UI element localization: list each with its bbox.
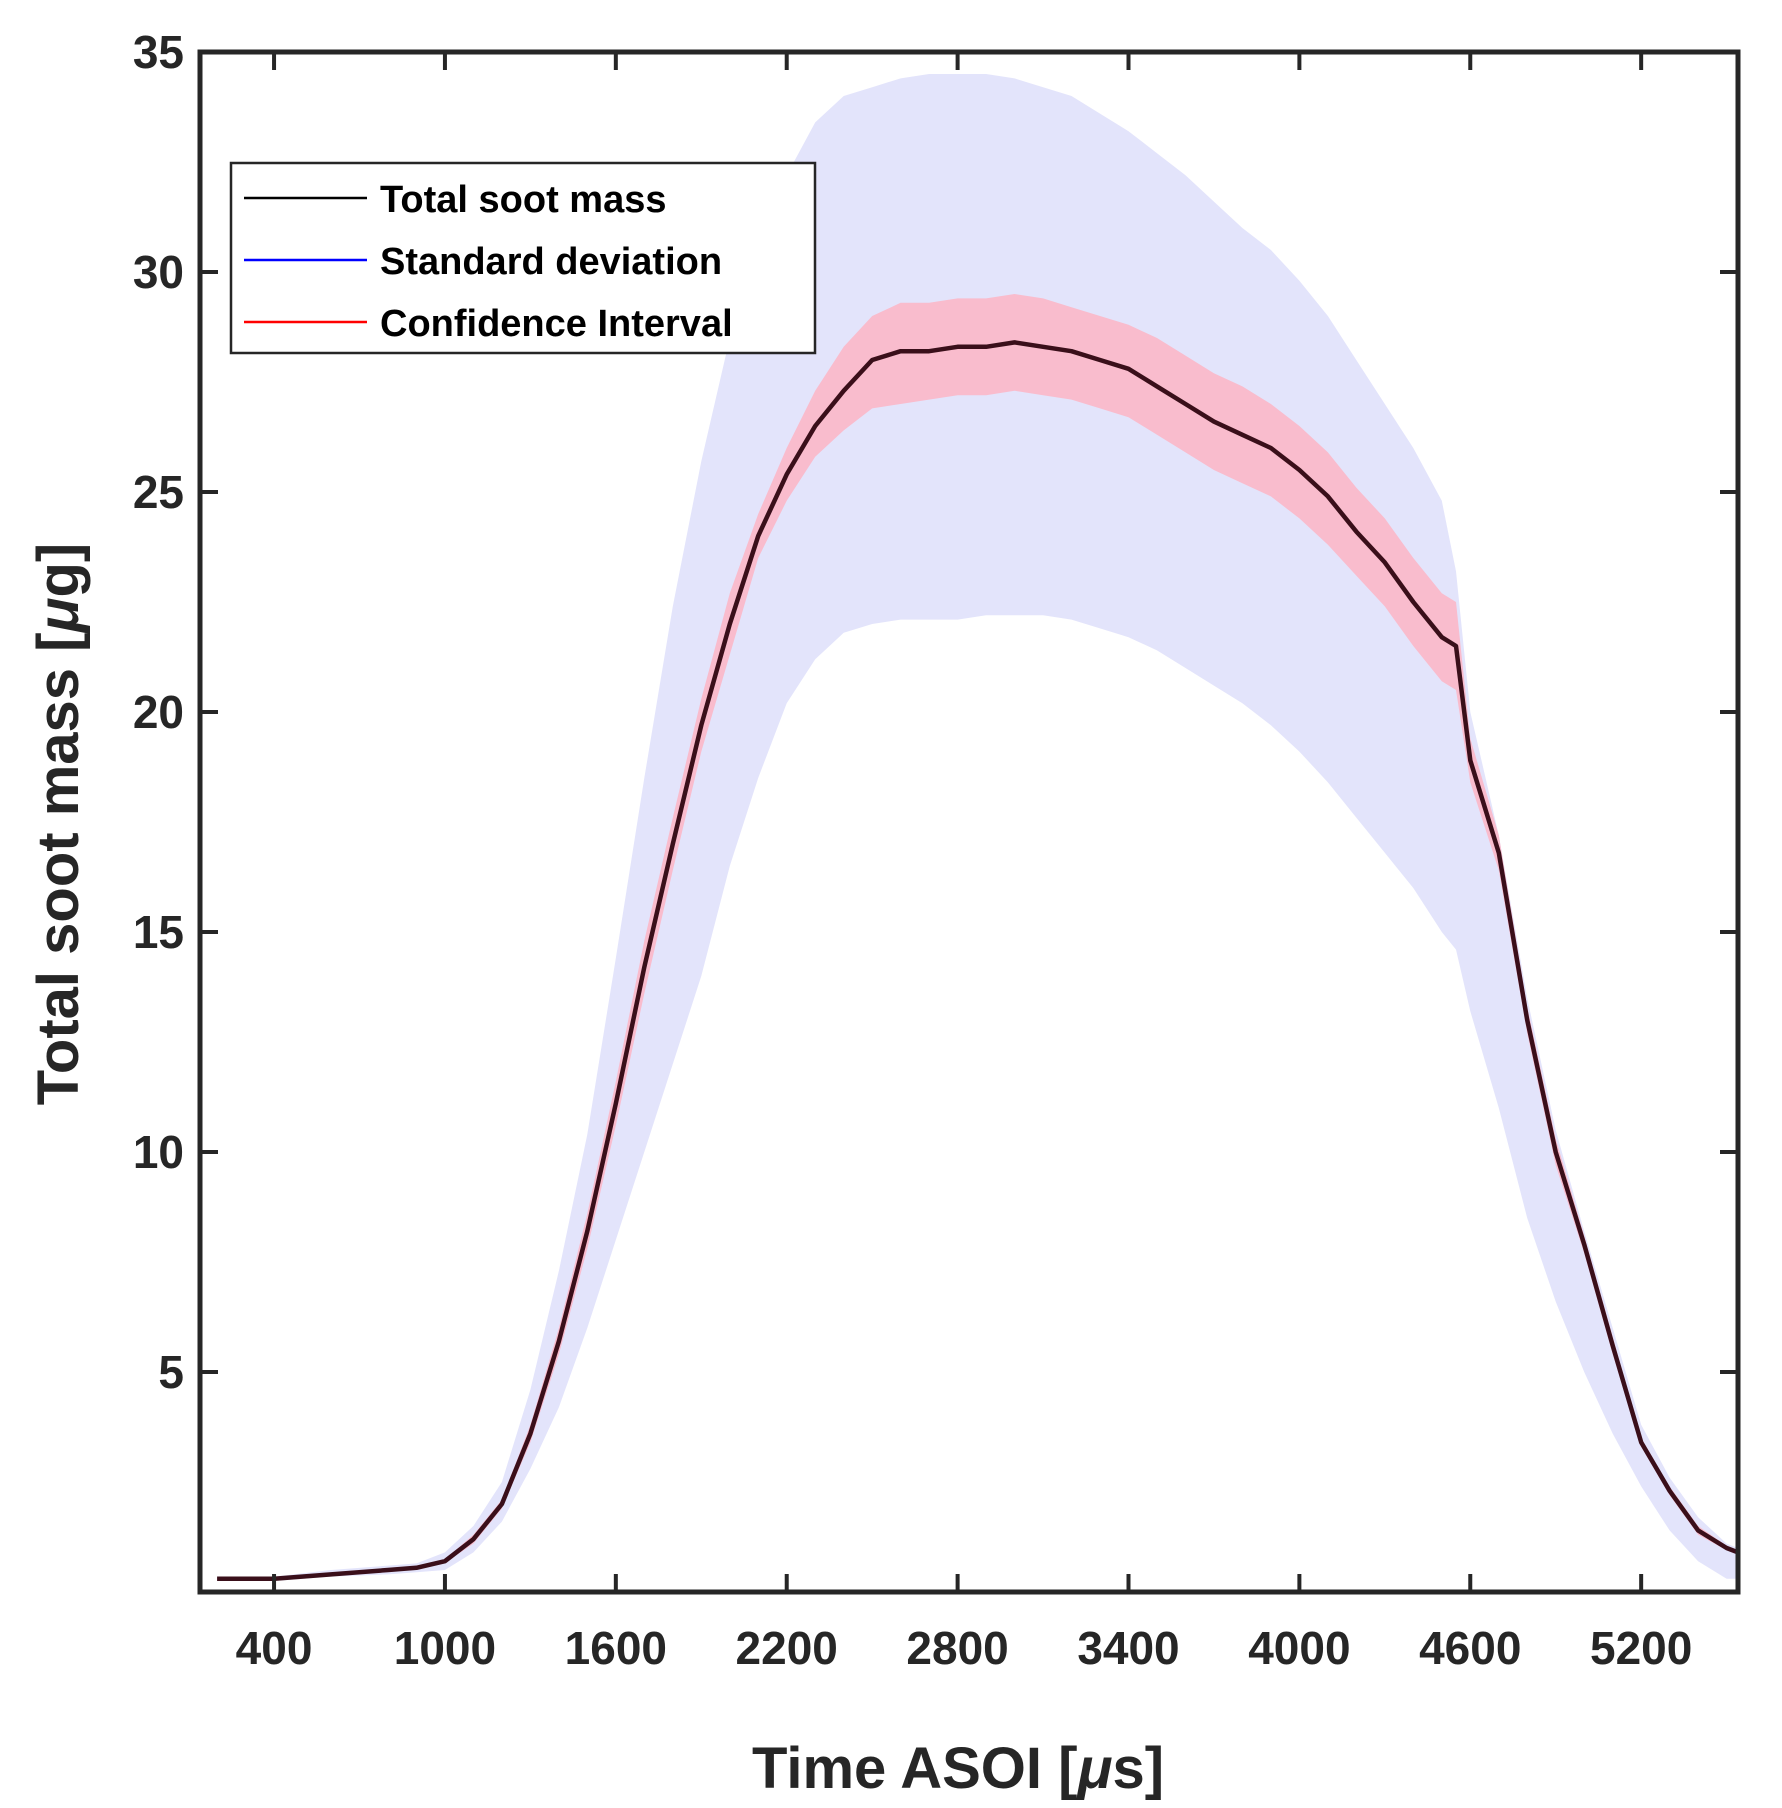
x-tick-label: 5200 (1590, 1622, 1692, 1674)
y-axis-label-unit: g] (26, 543, 91, 598)
tick-layer (200, 50, 1738, 1592)
x-axis-label-mu: μ (1075, 1736, 1112, 1801)
y-tick-label: 20 (133, 686, 184, 738)
x-axis-label-unit: s] (1112, 1736, 1164, 1801)
total-soot-mass-line (217, 340, 1739, 1582)
x-tick-label: 3400 (1077, 1622, 1179, 1674)
tick-label-layer: 400 1000 1600 2200 2800 3400 4000 4600 5200 5 10 15… (133, 26, 1693, 1674)
x-tick-label: 400 (236, 1622, 313, 1674)
y-tick-label: 25 (133, 466, 184, 518)
legend-label-total-soot-mass: Total soot mass (380, 179, 666, 221)
x-tick-label: 4600 (1419, 1622, 1521, 1674)
x-tick-label: 4000 (1248, 1622, 1350, 1674)
plot-frame (197, 49, 1741, 1595)
legend: Total soot mass Standard deviation Confi… (229, 161, 817, 355)
y-tick-label: 10 (133, 1126, 184, 1178)
y-axis-label-text: Total soot mass [ (26, 633, 91, 1106)
y-axis-label: Total soot mass [μg] (26, 543, 91, 1105)
y-tick-label: 15 (133, 906, 184, 958)
legend-label-standard-deviation: Standard deviation (380, 241, 722, 283)
y-tick-label: 5 (158, 1346, 184, 1398)
x-tick-label: 1000 (394, 1622, 496, 1674)
x-axis-label: Time ASOI [μs] (752, 1736, 1164, 1801)
x-tick-label: 2200 (736, 1622, 838, 1674)
legend-label-confidence-interval: Confidence Interval (380, 303, 733, 345)
y-axis-label-mu: μ (26, 598, 91, 635)
y-tick-label: 30 (133, 246, 184, 298)
x-tick-label: 1600 (565, 1622, 667, 1674)
band-layer (217, 74, 1739, 1581)
x-axis-label-text: Time ASOI [ (752, 1736, 1078, 1801)
line-layer (217, 340, 1739, 1582)
x-tick-label: 2800 (906, 1622, 1008, 1674)
y-tick-label: 35 (133, 26, 184, 78)
